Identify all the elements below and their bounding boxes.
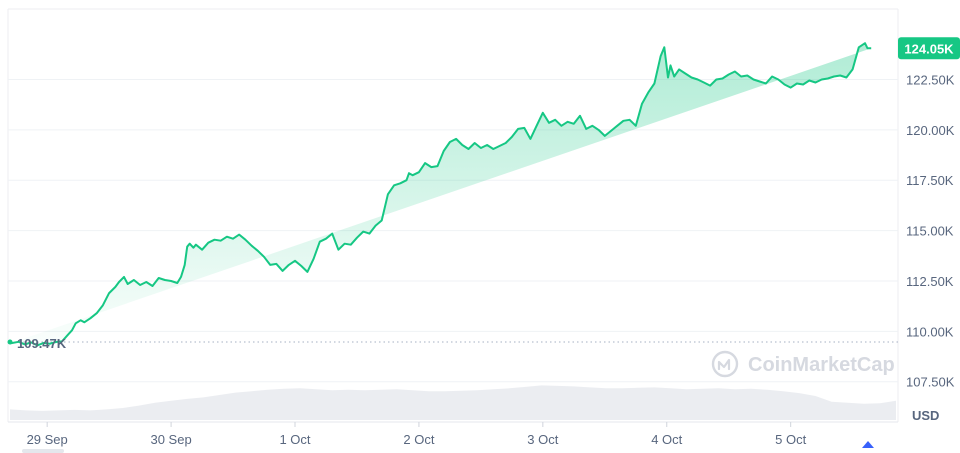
coinmarketcap-logo-icon	[711, 350, 739, 378]
watermark: CoinMarketCap	[711, 350, 895, 378]
price-area	[10, 43, 872, 346]
x-tick-label: 3 Oct	[527, 432, 558, 447]
start-price-label: 109.47K	[7, 336, 67, 351]
grid-lines	[8, 79, 898, 383]
y-tick-label: 110.00K	[906, 324, 954, 339]
current-price-text: 124.05K	[904, 41, 954, 56]
y-tick-label: 117.50K	[906, 173, 954, 188]
currency-unit-label: USD	[912, 408, 939, 423]
x-tick-label: 29 Sep	[27, 432, 68, 447]
x-tick-label: 2 Oct	[403, 432, 434, 447]
x-axis-ticks: 29 Sep 30 Sep 1 Oct 2 Oct 3 Oct 4 Oct 5 Oct	[27, 422, 807, 447]
volume-fill	[10, 385, 896, 420]
x-tick-label: 30 Sep	[150, 432, 191, 447]
current-price-badge-bg	[898, 37, 960, 60]
watermark-text: CoinMarketCap	[748, 354, 895, 376]
x-tick-label: 1 Oct	[279, 432, 310, 447]
y-tick-label: 122.50K	[906, 73, 955, 88]
y-tick-label: 120.00K	[906, 123, 955, 138]
current-price-badge: 124.05K	[898, 37, 960, 60]
volume-area	[10, 385, 896, 420]
price-line	[9, 42, 872, 347]
x-tick-label: 5 Oct	[775, 432, 806, 447]
y-axis-ticks: 122.50K 120.00K 117.50K 115.00K 112.50K 110.0…	[906, 73, 955, 390]
start-price-text: 109.47K	[17, 336, 67, 351]
start-price-marker	[7, 339, 13, 345]
y-tick-label: 115.00K	[906, 224, 954, 239]
scrollbar-indicator[interactable]	[862, 441, 874, 448]
y-tick-label: 107.50K	[906, 375, 955, 390]
y-tick-label: 112.50K	[906, 274, 954, 289]
x-tick-label: 4 Oct	[651, 432, 682, 447]
price-line-path	[9, 42, 872, 347]
range-selector-handle[interactable]	[22, 449, 64, 453]
price-area-fill	[10, 43, 872, 346]
